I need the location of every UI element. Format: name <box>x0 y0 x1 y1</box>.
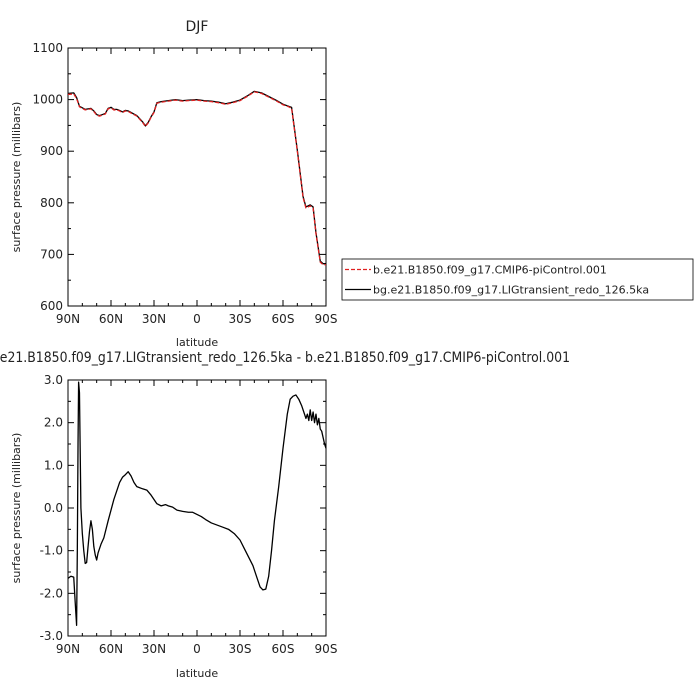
top-panel-x-tick-label: 90N <box>56 312 80 326</box>
top-panel-plot-frame <box>67 47 327 307</box>
bottom-panel-y-tick-label: 3.0 <box>44 373 63 387</box>
top-panel-y-tick-label: 1100 <box>32 41 63 55</box>
top-panel-y-tick-label: 900 <box>40 144 63 158</box>
bottom-panel-x-tick-label: 30N <box>142 642 166 656</box>
bottom-panel-ticks: 90N 60N 30N 0 30S 60S 90S -3.0 -2.0 -1.0 0.0 1.0 2.0… <box>40 373 338 656</box>
bottom-panel-x-tick-label: 60N <box>99 642 123 656</box>
top-panel-x-tick-label: 0 <box>193 312 201 326</box>
top-panel-y-tick-label: 1000 <box>32 93 63 107</box>
top-panel-series <box>67 90 326 266</box>
bottom-panel-series <box>67 381 327 626</box>
bottom-panel-y-tick-label: -2.0 <box>40 586 63 600</box>
top-panel-series-line-bg-e21-b1850-f09-g17-ligtransient-redo-126-5ka <box>67 90 326 265</box>
bottom-panel-y-axis-label: surface pressure (millibars) <box>10 433 23 584</box>
bottom-panel-title: bg.e21.B1850.f09_g17.LIGtransient_redo_1… <box>0 350 570 366</box>
top-panel-y-tick-label: 800 <box>40 196 63 210</box>
bottom-panel-x-tick-label: 0 <box>193 642 201 656</box>
bottom-panel-x-tick-label: 90N <box>56 642 80 656</box>
bottom-panel-x-tick-label: 60S <box>272 642 295 656</box>
legend-box <box>341 258 694 301</box>
top-panel-y-axis-label: surface pressure (millibars) <box>10 102 23 253</box>
legend: b.e21.B1850.f09_g17.CMIP6-piControl.001 … <box>341 258 694 301</box>
legend-label-ligtransient: bg.e21.B1850.f09_g17.LIGtransient_redo_1… <box>373 284 649 297</box>
bottom-panel-x-axis-label: latitude <box>176 667 218 680</box>
top-panel-x-tick-label: 60N <box>99 312 123 326</box>
top-panel-y-tick-label: 700 <box>40 247 63 261</box>
top-panel-x-tick-label: 30S <box>229 312 252 326</box>
top-panel-title: DJF <box>186 19 209 35</box>
legend-label-picontrol: b.e21.B1850.f09_g17.CMIP6-piControl.001 <box>373 264 607 277</box>
top-panel-surface-pressure: DJF surface pressure (millibars) latitud… <box>10 19 337 349</box>
top-panel-x-tick-label: 30N <box>142 312 166 326</box>
bottom-panel-x-tick-label: 30S <box>229 642 252 656</box>
bottom-panel-y-tick-label: 2.0 <box>44 416 63 430</box>
bottom-panel-series-line-difference <box>67 381 327 626</box>
bottom-panel-y-tick-label: -3.0 <box>40 629 63 643</box>
top-panel-x-tick-label: 60S <box>272 312 295 326</box>
bottom-panel-difference: bg.e21.B1850.f09_g17.LIGtransient_redo_1… <box>0 350 570 680</box>
top-panel-x-axis-label: latitude <box>176 336 218 349</box>
top-panel-series-line-b-e21-b1850-f09-g17-cmip6-picontrol-001 <box>67 91 326 266</box>
top-panel-ticks: 90N 60N 30N 0 30S 60S 90S 600 700 800 900 1000 1100 <box>32 41 337 326</box>
bottom-panel-y-tick-label: 0.0 <box>44 501 63 515</box>
bottom-panel-x-tick-label: 90S <box>315 642 338 656</box>
bottom-panel-y-tick-label: -1.0 <box>40 544 63 558</box>
bottom-panel-y-tick-label: 1.0 <box>44 458 63 472</box>
top-panel-x-tick-label: 90S <box>315 312 338 326</box>
top-panel-y-tick-label: 600 <box>40 299 63 313</box>
